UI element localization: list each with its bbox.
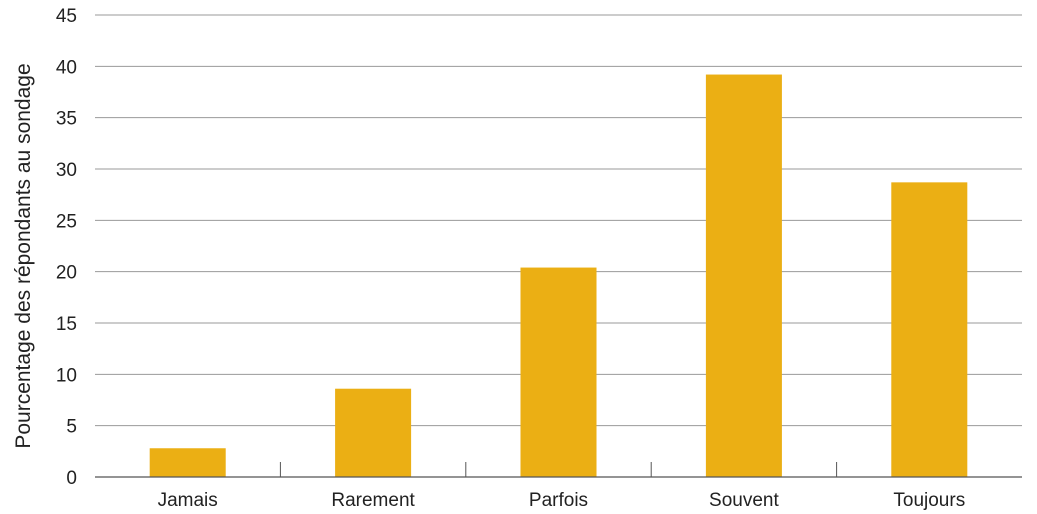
y-tick-label: 15	[56, 314, 77, 335]
bar-toujours	[891, 182, 968, 477]
axes: 0 5 10 15 20 25 30 35 40 45 Jamais Rarement Parfois S…	[56, 6, 1022, 511]
x-tick-label: Souvent	[709, 490, 779, 511]
y-axis-title: Pourcentage des répondants au sondage	[12, 63, 35, 448]
bar-parfois	[520, 267, 597, 477]
y-tick-label: 25	[56, 211, 77, 232]
x-tick-label: Toujours	[893, 490, 965, 511]
y-tick-label: 30	[56, 160, 77, 181]
y-tick-label: 10	[56, 365, 77, 386]
bar-souvent	[705, 74, 782, 478]
x-tick-label: Parfois	[529, 490, 588, 511]
y-tick-label: 20	[56, 263, 77, 284]
y-tick-label: 35	[56, 109, 77, 130]
bar-jamais	[149, 448, 226, 477]
y-tick-label: 0	[66, 468, 77, 489]
x-tick-label: Rarement	[331, 490, 415, 511]
y-tick-label: 45	[56, 6, 77, 27]
x-tick-label: Jamais	[158, 490, 218, 511]
y-tick-label: 5	[66, 417, 77, 438]
gridlines	[95, 14, 1022, 427]
bars	[149, 74, 968, 478]
y-tick-label: 40	[56, 57, 77, 78]
bar-rarement	[335, 388, 412, 477]
